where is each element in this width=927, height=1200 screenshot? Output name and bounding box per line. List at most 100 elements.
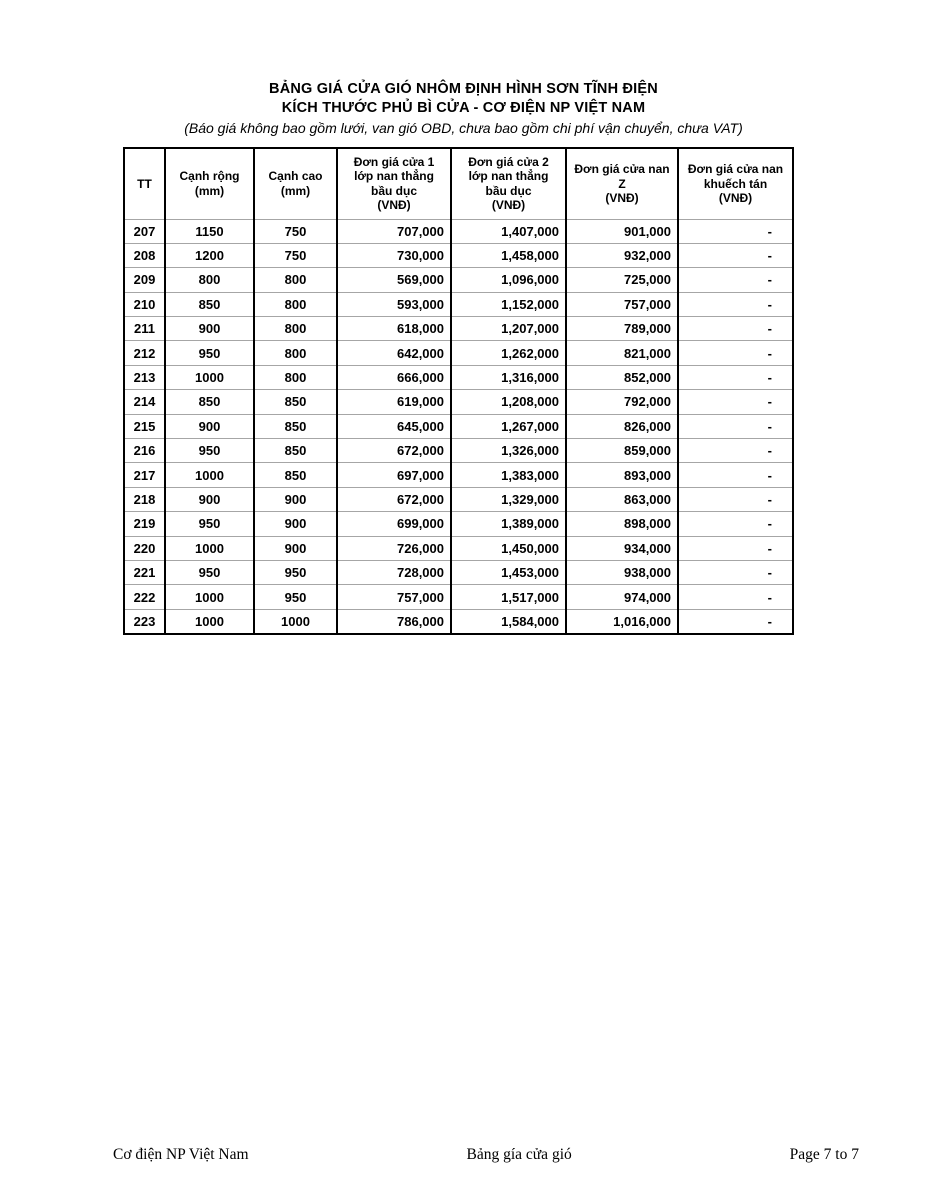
table-cell: - — [677, 608, 794, 635]
table-cell: 619,000 — [336, 389, 452, 415]
table-cell: 826,000 — [565, 413, 679, 440]
table-cell: 792,000 — [565, 389, 679, 415]
table-body: 207 1150 750 707,000 1,407,000 901,000-208 120… — [123, 218, 794, 635]
table-cell: 210 — [123, 291, 166, 318]
table-cell: 1200 — [164, 242, 255, 269]
footer-page-number: Page 7 to 7 — [789, 1146, 859, 1163]
table-cell: - — [677, 535, 794, 561]
table-row: 222 1000 950 757,000 1,517,000 974,000- — [123, 584, 794, 610]
table-row: 218 900 900 672,000 1,329,000 863,000- — [123, 486, 794, 513]
table-row: 215 900 850 645,000 1,267,000 826,000- — [123, 413, 794, 440]
table-cell: 672,000 — [336, 486, 452, 513]
footer-doc-name: Bảng gía cửa gió — [466, 1146, 572, 1163]
table-cell: 1000 — [164, 584, 255, 610]
table-cell: 893,000 — [565, 462, 679, 488]
table-cell: 1,262,000 — [450, 340, 567, 366]
table-row: 207 1150 750 707,000 1,407,000 901,000- — [123, 218, 794, 244]
table-cell: - — [677, 462, 794, 488]
price-table: TT Cạnh rộng (mm) Cạnh cao (mm) Đơn giá … — [123, 147, 794, 635]
table-cell: 1000 — [253, 608, 338, 635]
table-cell: 800 — [253, 340, 338, 366]
table-cell: 900 — [164, 486, 255, 513]
table-cell: 900 — [164, 316, 255, 342]
table-cell: - — [677, 316, 794, 342]
table-cell: 222 — [123, 584, 166, 610]
table-cell: - — [677, 218, 794, 244]
table-cell: 950 — [253, 584, 338, 610]
table-cell: 216 — [123, 438, 166, 464]
table-row: 219 950 900 699,000 1,389,000 898,000- — [123, 511, 794, 537]
table-cell: 800 — [253, 364, 338, 391]
table-row: 214 850 850 619,000 1,208,000 792,000- — [123, 389, 794, 415]
table-cell: 618,000 — [336, 316, 452, 342]
table-cell: 213 — [123, 364, 166, 391]
table-header: TT Cạnh rộng (mm) Cạnh cao (mm) Đơn giá … — [123, 147, 794, 220]
table-cell: - — [677, 584, 794, 610]
table-cell: 1,326,000 — [450, 438, 567, 464]
table-row: 216 950 850 672,000 1,326,000 859,000- — [123, 438, 794, 464]
table-cell: 1,517,000 — [450, 584, 567, 610]
table-cell: 219 — [123, 511, 166, 537]
table-cell: - — [677, 267, 794, 293]
table-row: 210 850 800 593,000 1,152,000 757,000- — [123, 291, 794, 318]
table-cell: 1,316,000 — [450, 364, 567, 391]
table-cell: 800 — [253, 291, 338, 318]
table-cell: 1,458,000 — [450, 242, 567, 269]
table-row: 208 1200 750 730,000 1,458,000 932,000- — [123, 242, 794, 269]
table-cell: 725,000 — [565, 267, 679, 293]
table-cell: 221 — [123, 559, 166, 586]
table-cell: 1000 — [164, 462, 255, 488]
table-cell: 728,000 — [336, 559, 452, 586]
table-cell: 934,000 — [565, 535, 679, 561]
table-row: 209 800 800 569,000 1,096,000 725,000- — [123, 267, 794, 293]
table-cell: 1,389,000 — [450, 511, 567, 537]
table-cell: 950 — [164, 559, 255, 586]
table-cell: 672,000 — [336, 438, 452, 464]
table-cell: 932,000 — [565, 242, 679, 269]
doc-title-line1: BẢNG GIÁ CỬA GIÓ NHÔM ĐỊNH HÌNH SƠN TĨNH… — [269, 81, 658, 97]
table-cell: 593,000 — [336, 291, 452, 318]
table-cell: 789,000 — [565, 316, 679, 342]
table-cell: - — [677, 511, 794, 537]
footer-company: Cơ điện NP Việt Nam — [113, 1146, 249, 1163]
table-cell: 218 — [123, 486, 166, 513]
table-cell: - — [677, 364, 794, 391]
table-cell: 1,152,000 — [450, 291, 567, 318]
table-cell: 1,584,000 — [450, 608, 567, 635]
table-cell: 1,407,000 — [450, 218, 567, 244]
table-cell: 212 — [123, 340, 166, 366]
col-header-tt: TT — [123, 147, 166, 220]
table-row: 211 900 800 618,000 1,207,000 789,000- — [123, 316, 794, 342]
table-cell: 950 — [164, 438, 255, 464]
table-cell: 757,000 — [336, 584, 452, 610]
doc-note: (Báo giá không bao gồm lưới, van gió OBD… — [184, 120, 743, 136]
table-cell: 214 — [123, 389, 166, 415]
table-cell: - — [677, 340, 794, 366]
col-header-canh-rong: Cạnh rộng (mm) — [164, 147, 255, 220]
table-cell: 901,000 — [565, 218, 679, 244]
table-cell: 215 — [123, 413, 166, 440]
table-cell: 730,000 — [336, 242, 452, 269]
table-cell: 938,000 — [565, 559, 679, 586]
table-cell: 209 — [123, 267, 166, 293]
table-cell: 1,208,000 — [450, 389, 567, 415]
table-row: 217 1000 850 697,000 1,383,000 893,000- — [123, 462, 794, 488]
table-cell: 750 — [253, 242, 338, 269]
table-cell: 900 — [253, 535, 338, 561]
table-cell: 950 — [253, 559, 338, 586]
table-cell: - — [677, 486, 794, 513]
table-cell: 800 — [253, 267, 338, 293]
table-cell: 898,000 — [565, 511, 679, 537]
table-cell: 569,000 — [336, 267, 452, 293]
col-header-canh-cao: Cạnh cao (mm) — [253, 147, 338, 220]
table-cell: 850 — [164, 291, 255, 318]
table-cell: 208 — [123, 242, 166, 269]
table-row: 220 1000 900 726,000 1,450,000 934,000- — [123, 535, 794, 561]
table-cell: 859,000 — [565, 438, 679, 464]
table-cell: 1000 — [164, 535, 255, 561]
col-header-don-gia-khuech-tan: Đơn giá cửa nan khuếch tán (VNĐ) — [677, 147, 794, 220]
table-cell: 220 — [123, 535, 166, 561]
table-cell: 950 — [164, 511, 255, 537]
table-cell: 850 — [253, 413, 338, 440]
